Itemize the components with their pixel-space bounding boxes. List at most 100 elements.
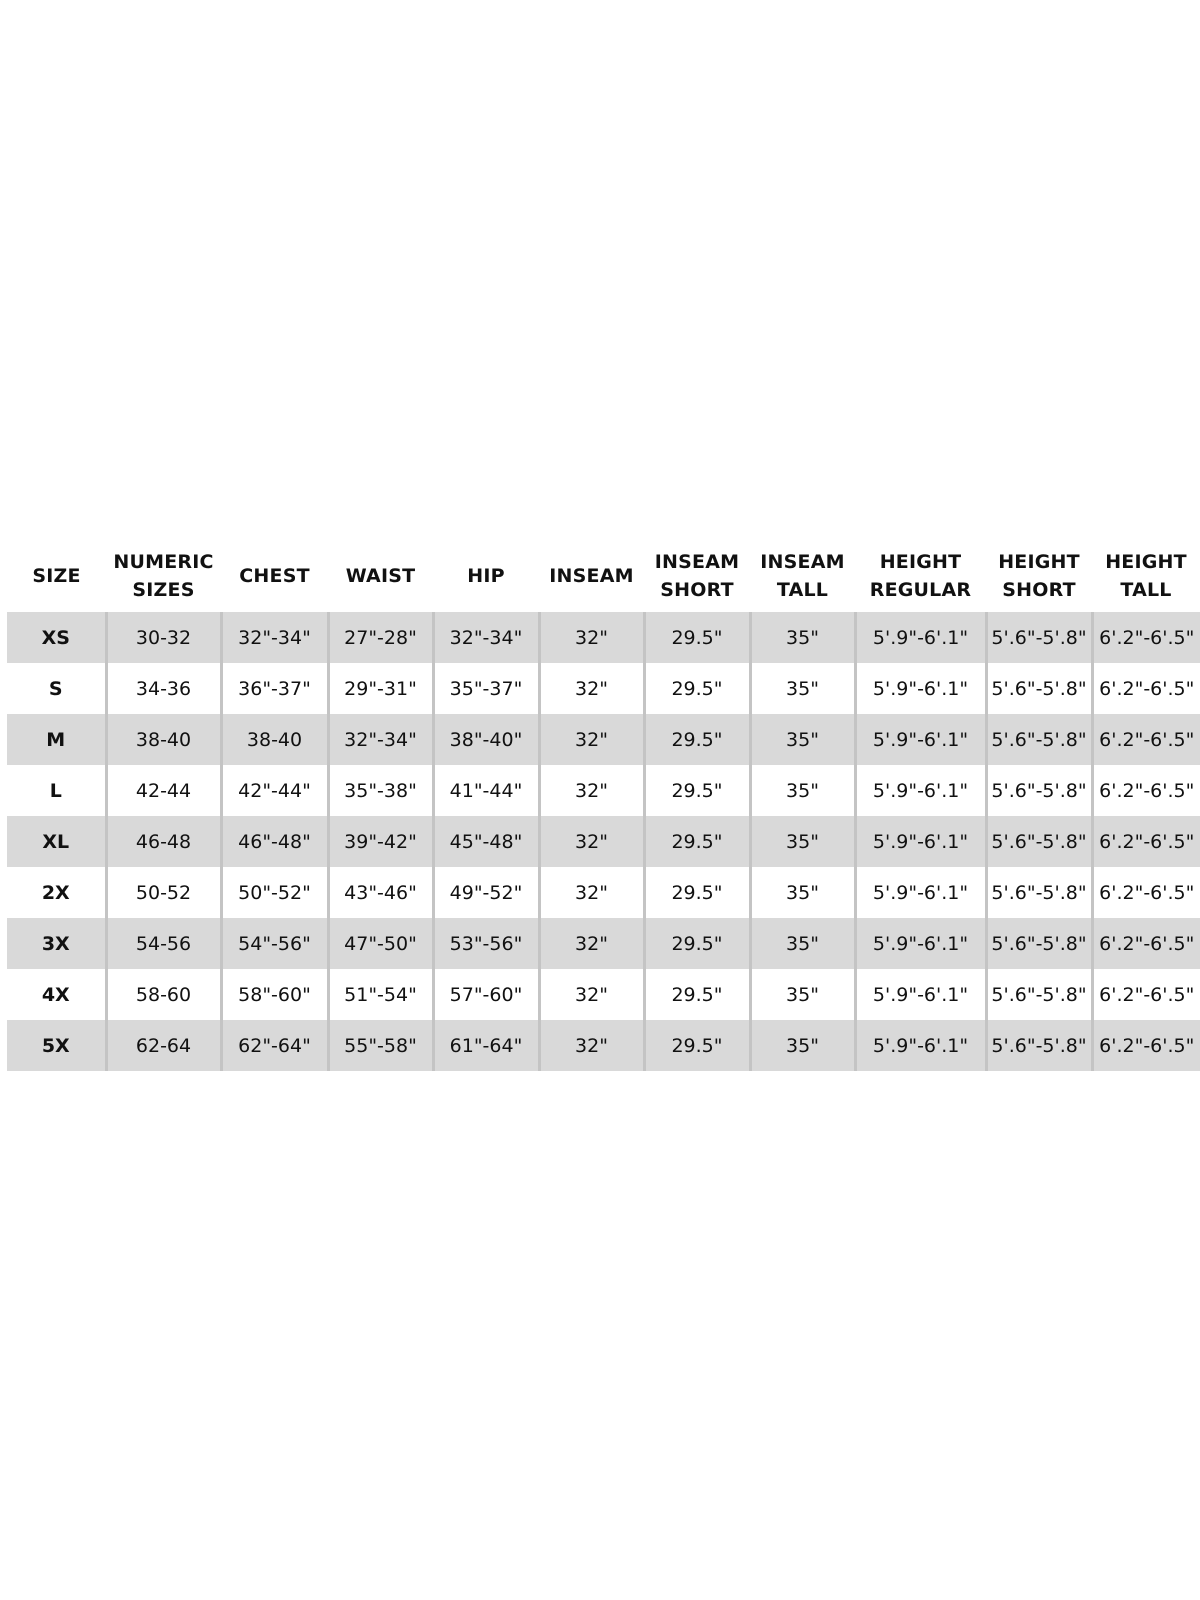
- column-header: NUMERIC SIZES: [106, 540, 221, 612]
- column-header: CHEST: [221, 540, 328, 612]
- table-cell: 41"-44": [431, 765, 539, 816]
- table-cell: 39"-42": [326, 816, 433, 867]
- table-cell: 29.5": [642, 816, 750, 867]
- table-cell: 35": [748, 612, 855, 663]
- column-header-line: HEIGHT: [998, 551, 1080, 573]
- size-label: 4X: [41, 983, 70, 1006]
- table-cell: 35": [748, 816, 855, 867]
- table-cell: 6'.2"-6'.5": [1090, 612, 1200, 663]
- table-cell: 61"-64": [431, 1020, 539, 1071]
- column-header-line: WAIST: [345, 565, 416, 587]
- column-header: WAIST: [328, 540, 433, 612]
- size-label: 5X: [7, 1020, 106, 1071]
- table-cell: 34-36: [104, 663, 221, 714]
- table-cell: 6'.2"-6'.5": [1090, 867, 1200, 918]
- table-cell: 6'.2"-6'.5": [1090, 765, 1200, 816]
- table-cell: 5'.6"-5'.8": [984, 612, 1092, 663]
- table-cell: 5'.6"-5'.8": [984, 816, 1092, 867]
- table-cell: 35"-37": [431, 663, 539, 714]
- table-cell: 35": [748, 765, 855, 816]
- table-cell: 42-44: [104, 765, 221, 816]
- size-label: L: [49, 779, 62, 802]
- table-cell: 32": [537, 612, 644, 663]
- size-label: XS: [7, 612, 106, 663]
- table-cell: 5'.6"-5'.8": [984, 663, 1092, 714]
- table-cell: 5'.9"-6'.1": [853, 969, 986, 1020]
- table-cell: 32": [537, 867, 644, 918]
- table-cell: 43"-46": [326, 867, 433, 918]
- table-cell: 35": [748, 969, 855, 1020]
- table-cell: 5'.6"-5'.8": [984, 969, 1092, 1020]
- table-cell: 55"-58": [326, 1020, 433, 1071]
- table-cell: 32": [537, 714, 644, 765]
- table-cell: 29.5": [642, 714, 750, 765]
- table-cell: 6'.2"-6'.5": [1090, 816, 1200, 867]
- table-cell: 54-56: [104, 918, 221, 969]
- table-cell: 5'.9"-6'.1": [853, 867, 986, 918]
- header-row: SIZE NUMERIC SIZES CHEST WAIST HIP INSEAM INSEA…: [7, 540, 1200, 612]
- table-cell: 32"-34": [431, 612, 539, 663]
- table-cell: 6'.2"-6'.5": [1090, 663, 1200, 714]
- column-header-line: HIP: [467, 565, 505, 587]
- column-header-line: NUMERIC: [113, 551, 214, 573]
- table-cell: 50"-52": [219, 867, 328, 918]
- column-header-line: HEIGHT: [879, 551, 962, 573]
- column-header-line: INSEAM: [549, 565, 634, 587]
- table-cell: 32": [537, 969, 644, 1020]
- table-cell: 5'.9"-6'.1": [853, 1020, 986, 1071]
- table-cell: 5'.6"-5'.8": [984, 867, 1092, 918]
- table-cell: 32": [537, 816, 644, 867]
- table-cell: 29.5": [642, 612, 750, 663]
- table-cell: 51"-54": [326, 969, 433, 1020]
- table-cell: 38-40: [219, 714, 328, 765]
- size-label: 3X: [7, 918, 106, 969]
- table-cell: 29.5": [642, 969, 750, 1020]
- column-header-line: REGULAR: [869, 579, 972, 601]
- table-cell: 5'.9"-6'.1": [853, 918, 986, 969]
- table-cell: 6'.2"-6'.5": [1090, 1020, 1200, 1071]
- table-cell: 5'.9"-6'.1": [853, 765, 986, 816]
- column-header-line: SIZE: [32, 565, 81, 587]
- size-label: 2X: [41, 881, 70, 904]
- table-cell: 38-40: [104, 714, 221, 765]
- column-header-line: HEIGHT: [1105, 551, 1187, 573]
- column-header: HIP: [433, 540, 539, 612]
- table-cell: 5'.9"-6'.1": [853, 612, 986, 663]
- table-cell: 29.5": [642, 867, 750, 918]
- table-cell: 54"-56": [219, 918, 328, 969]
- table-cell: 57"-60": [431, 969, 539, 1020]
- column-header-line: SIZES: [132, 579, 195, 601]
- table-cell: 47"-50": [326, 918, 433, 969]
- table-cell: 32"-34": [219, 612, 328, 663]
- table-cell: 29"-31": [326, 663, 433, 714]
- column-header-line: SHORT: [660, 579, 734, 601]
- column-header: HEIGHT REGULAR: [855, 540, 986, 612]
- table-row: 2X 50-52 50"-52" 43"-46" 49"-52" 32" 29.5" 35" 5…: [7, 867, 1200, 918]
- table-cell: 35"-38": [326, 765, 433, 816]
- table-cell: 62-64: [104, 1020, 221, 1071]
- table-cell: 5'.9"-6'.1": [853, 663, 986, 714]
- table-cell: 53"-56": [431, 918, 539, 969]
- table-cell: 6'.2"-6'.5": [1090, 714, 1200, 765]
- table-cell: 35": [748, 867, 855, 918]
- column-header: HEIGHT TALL: [1092, 540, 1200, 612]
- table-cell: 62"-64": [219, 1020, 328, 1071]
- table-cell: 35": [748, 663, 855, 714]
- table-cell: 35": [748, 918, 855, 969]
- column-header-line: INSEAM: [654, 551, 740, 573]
- table-row: XS 30-32 32"-34" 27"-28" 32"-34" 32" 29.5" 35" 5…: [7, 612, 1200, 663]
- table-cell: 32": [537, 663, 644, 714]
- table-cell: 5'.6"-5'.8": [984, 765, 1092, 816]
- table-cell: 5'.6"-5'.8": [984, 714, 1092, 765]
- table-cell: 5'.6"-5'.8": [984, 1020, 1092, 1071]
- table-cell: 29.5": [642, 663, 750, 714]
- table-cell: 32"-34": [326, 714, 433, 765]
- table-cell: 29.5": [642, 1020, 750, 1071]
- table-cell: 50-52: [104, 867, 221, 918]
- table-cell: 32": [537, 918, 644, 969]
- table-cell: 27"-28": [326, 612, 433, 663]
- table-cell: 42"-44": [219, 765, 328, 816]
- table-row: XL 46-48 46"-48" 39"-42" 45"-48" 32" 29.5" 35" 5…: [7, 816, 1200, 867]
- table-cell: 6'.2"-6'.5": [1090, 969, 1200, 1020]
- table-cell: 6'.2"-6'.5": [1090, 918, 1200, 969]
